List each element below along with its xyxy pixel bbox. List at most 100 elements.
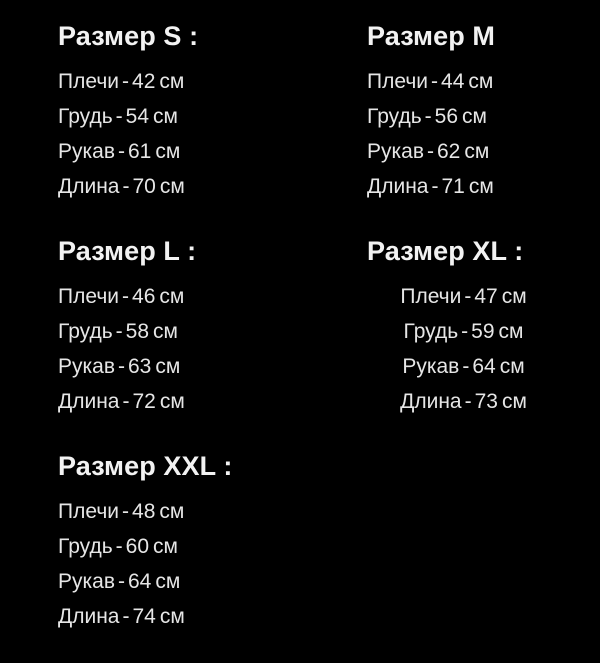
measurement-label: Грудь (367, 105, 422, 129)
measurement-label: Плечи (367, 70, 429, 94)
measurement-value: 47 (474, 285, 498, 309)
measurement-list: Плечи -47 см Грудь -59 см Рукав -64 см Длина -73 см (367, 279, 600, 419)
size-heading: Размер S : (58, 21, 199, 51)
measurement-separator: - (461, 320, 469, 344)
measurement-value: 63 (128, 355, 152, 379)
measurement-separator: - (424, 105, 432, 129)
measurement-unit: см (462, 105, 487, 129)
measurement-label: Плечи (58, 70, 120, 94)
measurement-separator: - (122, 70, 130, 94)
measurement-row: Длина -74 см (58, 599, 310, 634)
measurement-row: Рукав -64 см (367, 349, 560, 384)
measurement-value: 62 (437, 140, 461, 164)
measurement-value: 71 (441, 175, 465, 199)
size-heading: Размер XL : (367, 236, 524, 266)
measurement-label: Рукав (58, 570, 115, 594)
measurement-unit: см (155, 140, 181, 164)
measurement-separator: - (115, 535, 123, 559)
measurement-unit: см (499, 355, 525, 379)
measurement-unit: см (159, 390, 185, 414)
measurement-row: Рукав -64 см (58, 564, 310, 599)
measurement-unit: см (498, 320, 524, 344)
measurement-value: 58 (125, 320, 149, 344)
measurement-label: Плечи (400, 285, 462, 309)
measurement-separator: - (431, 70, 439, 94)
measurement-separator: - (122, 175, 130, 199)
measurement-unit: см (159, 605, 185, 629)
measurement-separator: - (122, 285, 130, 309)
measurement-unit: см (159, 285, 185, 309)
measurement-separator: - (464, 285, 472, 309)
measurement-separator: - (115, 320, 123, 344)
measurement-list: Плечи -48 см Грудь -60 см Рукав -64 см Длина -74 см (58, 494, 310, 634)
measurement-row: Грудь -59 см (367, 314, 560, 349)
measurement-separator: - (464, 390, 472, 414)
measurement-value: 61 (128, 140, 152, 164)
size-heading: Размер L : (58, 236, 197, 266)
measurement-value: 60 (125, 535, 149, 559)
measurement-row: Плечи -44 см (367, 64, 600, 99)
measurement-value: 70 (132, 175, 156, 199)
measurement-label: Плечи (58, 285, 120, 309)
measurement-separator: - (462, 355, 470, 379)
measurement-value: 42 (132, 70, 156, 94)
measurement-label: Длина (58, 390, 120, 414)
measurement-row: Грудь -60 см (58, 529, 310, 564)
measurement-separator: - (122, 605, 130, 629)
measurement-unit: см (153, 320, 178, 344)
measurement-row: Длина -73 см (367, 384, 560, 419)
measurement-unit: см (153, 105, 178, 129)
measurement-value: 59 (471, 320, 495, 344)
measurement-label: Грудь (58, 320, 113, 344)
measurement-list: Плечи -42 см Грудь -54 см Рукав -61 см Длина -70 см (58, 64, 310, 204)
measurement-unit: см (159, 500, 185, 524)
measurement-row: Рукав -63 см (58, 349, 310, 384)
measurement-value: 64 (472, 355, 496, 379)
measurement-list: Плечи -46 см Грудь -58 см Рукав -63 см Длина -72 см (58, 279, 310, 419)
measurement-value: 74 (132, 605, 156, 629)
measurement-label: Грудь (403, 320, 459, 344)
measurement-row: Грудь -58 см (58, 314, 310, 349)
measurement-row: Плечи -48 см (58, 494, 310, 529)
measurement-unit: см (155, 570, 181, 594)
measurement-unit: см (159, 175, 185, 199)
size-block-xl: Размер XL : Плечи -47 см Грудь -59 см Рукав -64 с… (310, 233, 600, 448)
measurement-value: 72 (132, 390, 156, 414)
measurement-label: Рукав (58, 355, 115, 379)
measurement-row: Длина -71 см (367, 169, 600, 204)
size-block-s: Размер S : Плечи -42 см Грудь -54 см Рукав -61 см… (0, 18, 310, 233)
measurement-unit: см (153, 535, 178, 559)
size-heading: Размер XXL : (58, 451, 233, 481)
measurement-row: Рукав -61 см (58, 134, 310, 169)
measurement-value: 56 (434, 105, 458, 129)
measurement-value: 54 (125, 105, 149, 129)
measurement-label: Длина (400, 390, 462, 414)
measurement-separator: - (118, 570, 125, 594)
measurement-label: Плечи (58, 500, 120, 524)
measurement-label: Грудь (58, 535, 113, 559)
measurement-separator: - (118, 355, 125, 379)
measurement-label: Рукав (367, 140, 424, 164)
measurement-label: Грудь (58, 105, 113, 129)
measurement-label: Длина (367, 175, 429, 199)
measurement-separator: - (122, 500, 130, 524)
measurement-row: Плечи -42 см (58, 64, 310, 99)
measurement-value: 46 (132, 285, 156, 309)
measurement-unit: см (159, 70, 185, 94)
measurement-unit: см (501, 285, 527, 309)
measurement-label: Рукав (402, 355, 460, 379)
measurement-label: Рукав (58, 140, 115, 164)
measurement-label: Длина (58, 175, 120, 199)
measurement-value: 73 (474, 390, 498, 414)
measurement-separator: - (118, 140, 125, 164)
measurement-separator: - (427, 140, 434, 164)
size-block-m: Размер M Плечи -44 см Грудь -56 см Рукав -62 см Дл… (310, 18, 600, 233)
measurement-separator: - (431, 175, 439, 199)
measurement-row: Рукав -62 см (367, 134, 600, 169)
measurement-row: Грудь -54 см (58, 99, 310, 134)
measurement-value: 48 (132, 500, 156, 524)
measurement-list: Плечи -44 см Грудь -56 см Рукав -62 см Длина -71 см (367, 64, 600, 204)
measurement-label: Длина (58, 605, 120, 629)
